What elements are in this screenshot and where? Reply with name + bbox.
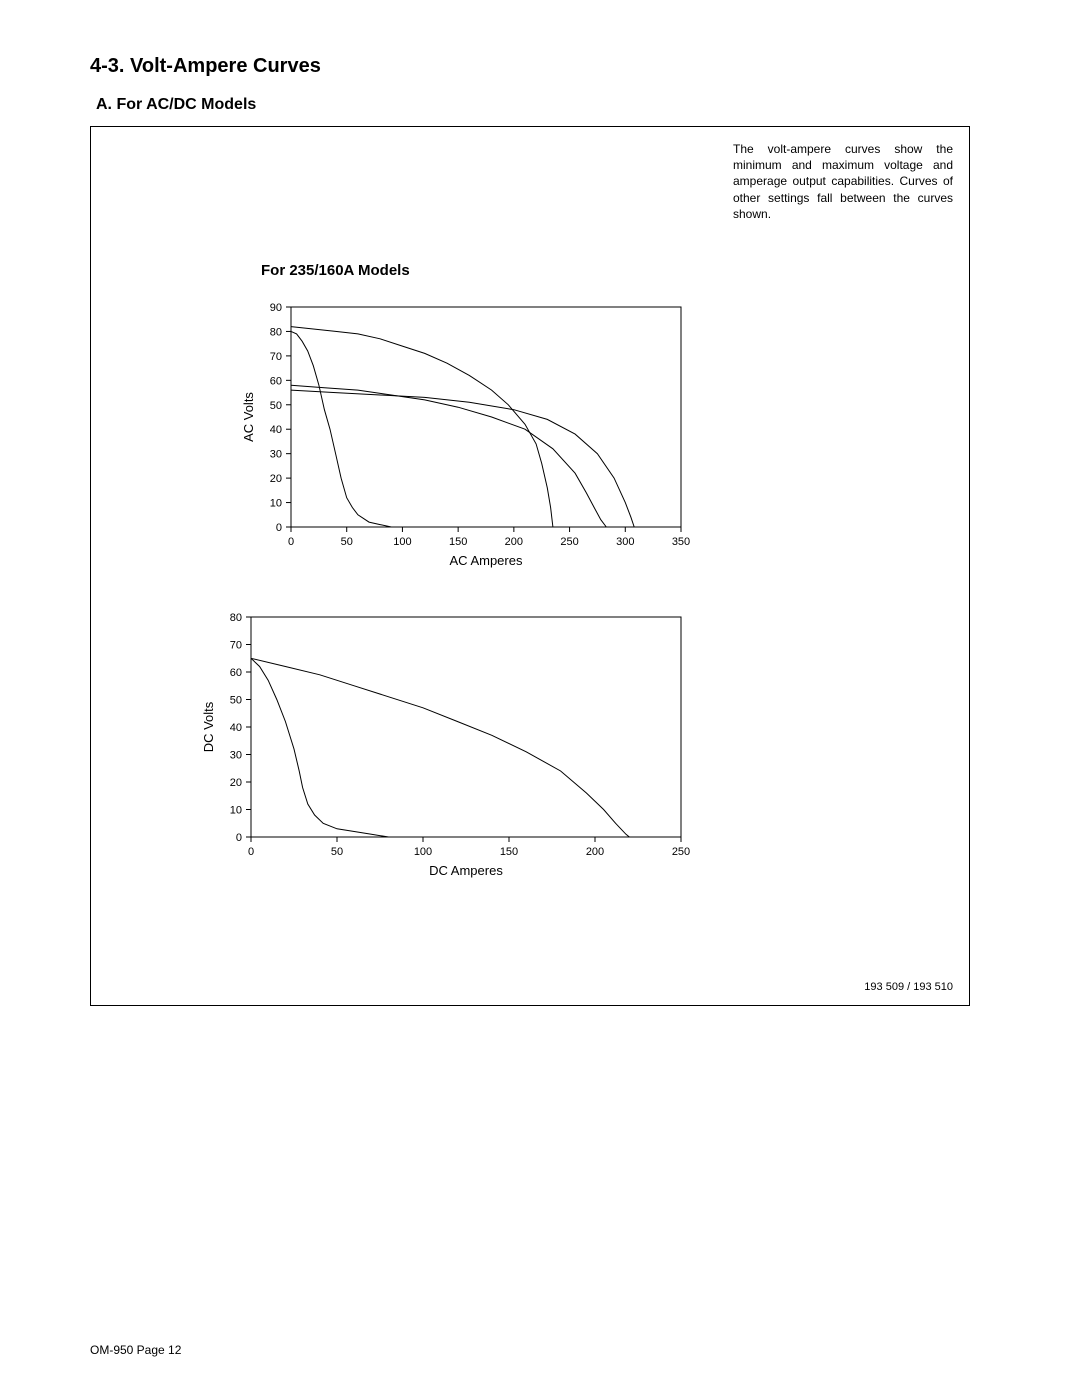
y-tick-label: 10 [230,805,242,817]
dc-chart: 0 50 100 150 200 250 0 10 20 30 40 50 60 70 80 DC Amper… [91,127,971,1007]
x-tick-label: 50 [331,846,343,858]
plot-border [251,617,681,837]
x-tick-label: 100 [414,846,432,858]
figure-panel: The volt-ampere curves show the minimum … [90,126,970,1006]
y-axis-label: DC Volts [201,701,216,752]
figure-reference: 193 509 / 193 510 [864,981,953,993]
x-tick-label: 250 [672,846,690,858]
x-tick-label: 200 [586,846,604,858]
x-tick-label: 150 [500,846,518,858]
y-tick-label: 70 [230,640,242,652]
y-tick-label: 50 [230,695,242,707]
page-footer: OM-950 Page 12 [90,1343,181,1357]
y-tick-label: 60 [230,667,242,679]
section-heading: 4-3. Volt-Ampere Curves [90,55,990,78]
y-tick-label: 20 [230,777,242,789]
x-axis-label: DC Amperes [429,863,503,878]
y-tick-label: 0 [236,832,242,844]
x-tick-label: 0 [248,846,254,858]
y-tick-label: 80 [230,612,242,624]
subsection-heading: A. For AC/DC Models [96,96,990,114]
y-tick-label: 30 [230,750,242,762]
y-tick-label: 40 [230,722,242,734]
document-page: 4-3. Volt-Ampere Curves A. For AC/DC Mod… [0,0,1080,1397]
